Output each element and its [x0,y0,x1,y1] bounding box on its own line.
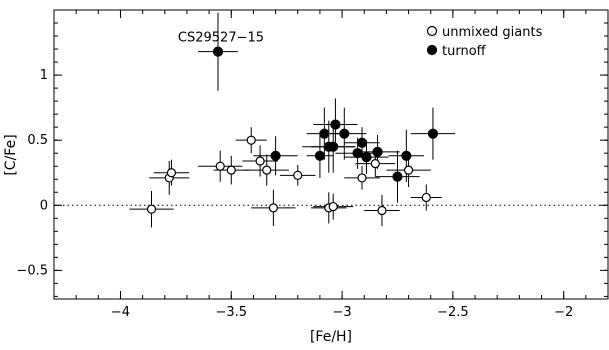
data-point-turnoff [352,148,363,159]
x-tick-label: −2 [554,305,573,320]
x-tick-label: −4 [111,305,130,320]
y-tick-label: −0.5 [16,263,48,278]
annotation-label: CS29527−15 [178,31,264,46]
y-tick-label: 0.5 [27,133,48,148]
legend-label-turnoff: turnoff [442,44,487,59]
x-axis-label: [Fe/H] [310,329,352,345]
data-point-giant [357,173,367,183]
data-point-giant [255,156,265,166]
x-tick-label: −3 [332,305,351,320]
data-point-giant [293,170,303,180]
data-point-turnoff [401,150,412,161]
data-point-giant [328,201,338,212]
plot-frame [53,9,609,300]
data-point-turnoff [330,119,341,130]
x-tick-label: −3.5 [215,305,247,320]
data-point-turnoff [319,128,330,139]
data-point-giant [421,192,431,203]
data-point-giant [268,203,278,213]
y-tick-label: 1 [40,68,48,83]
data-point-giant [262,165,272,175]
data-point-giant [246,135,256,145]
data-point-turnoff [270,150,281,161]
data-point-turnoff [339,128,350,139]
data-point-turnoff [361,152,372,163]
data-point-giant [403,165,414,175]
legend-marker-turnoff [426,44,438,56]
data-point-giant [166,168,177,178]
data-point-turnoff [427,128,439,139]
data-point-turnoff [356,137,368,148]
data-point-turnoff [372,146,383,157]
data-point-turnoff [328,141,339,152]
data-point-turnoff [212,46,224,57]
data-point-giant [226,165,236,175]
data-point-giant [370,159,380,169]
data-point-turnoff [392,171,403,182]
y-tick-label: 0 [40,198,48,213]
data-markers [146,46,439,216]
legend-marker-unmixed-giants [426,25,438,37]
data-point-giant [215,161,225,171]
legend: unmixed giants turnoff [426,25,543,59]
data-point-giant [377,205,387,216]
y-axis-label: [C/Fe] [3,134,19,175]
legend-label-unmixed-giants: unmixed giants [442,25,543,40]
data-point-giant [146,204,157,214]
data-point-turnoff [314,150,326,161]
x-tick-label: −2.5 [437,305,469,320]
axis-ticks: −4 −3.5 −3 −2.5 −2 −0.5 0 0.5 1 [16,9,609,320]
